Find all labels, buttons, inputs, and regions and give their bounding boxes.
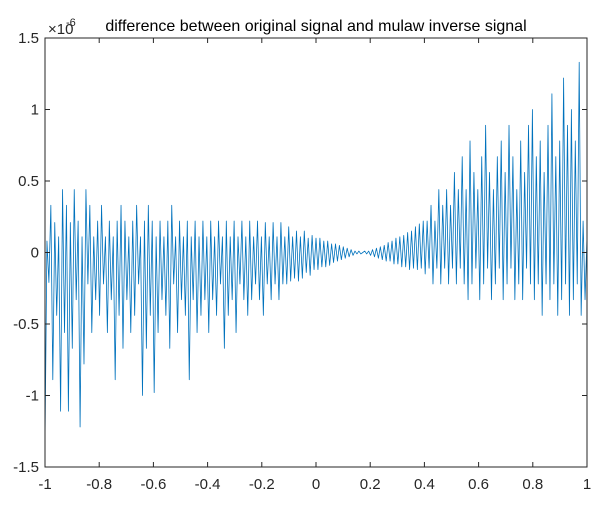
series-line-0 — [44, 61, 588, 443]
y-tick-label: 1.5 — [18, 30, 39, 47]
x-axis: -1 -0.8 -0.6 -0.4 -0.2 0 0.2 0.4 0.6 0.8 1 — [38, 38, 591, 493]
x-tick-label: 0.2 — [360, 476, 381, 493]
x-tick-label: 0 — [312, 476, 320, 493]
x-tick-label: -0.4 — [195, 476, 221, 493]
x-tick-label: -0.2 — [249, 476, 275, 493]
x-tick-label: 0.8 — [522, 476, 543, 493]
x-tick-label: 0.6 — [468, 476, 489, 493]
x-tick-label: -1 — [38, 476, 51, 493]
x-tick-label: 1 — [583, 476, 591, 493]
y-tick-label: -1.5 — [13, 459, 39, 476]
x-tick-label: 0.4 — [414, 476, 435, 493]
x-tick-label: -0.8 — [86, 476, 112, 493]
y-tick-label: 0.5 — [18, 173, 39, 190]
y-tick-label: 0 — [31, 245, 39, 262]
y-axis: -1.5 -1 -0.5 0 0.5 1 1.5 — [13, 30, 587, 476]
y-tick-label: -0.5 — [13, 316, 39, 333]
x-tick-label: -0.6 — [140, 476, 166, 493]
y-tick-label: -1 — [26, 388, 39, 405]
axis-exponent-base: ×10 — [48, 21, 73, 38]
chart-title: difference between original signal and m… — [105, 18, 526, 35]
y-tick-label: 1 — [31, 102, 39, 119]
axis-exponent-power: -6 — [66, 17, 76, 29]
